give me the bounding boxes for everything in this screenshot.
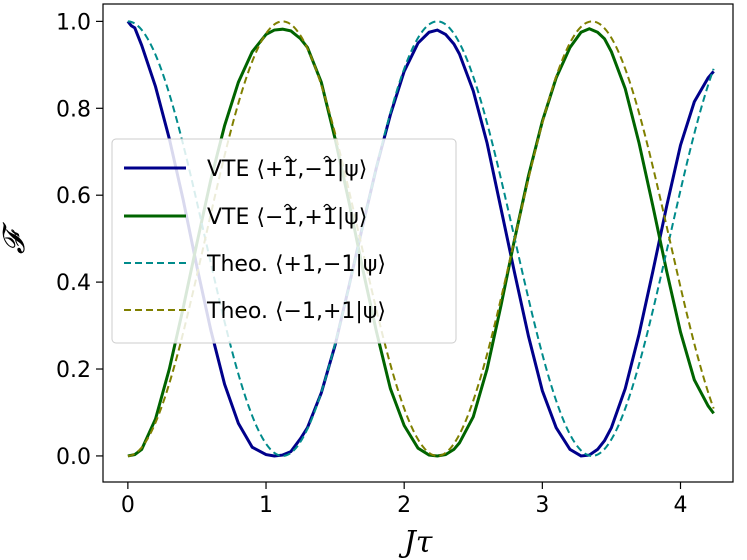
axes-frame (102, 3, 734, 483)
legend-label-part: 1 (323, 205, 337, 230)
legend: VTE ⟨+1,−1|ψ⟩VTE ⟨−1,+1|ψ⟩Theo. ⟨+1,−1|ψ… (111, 138, 457, 344)
legend-label-part: |ψ⟩ (337, 157, 368, 182)
x-tick-label: 2 (397, 493, 411, 518)
x-axis: 0 1 2 3 4 (121, 482, 688, 518)
y-tick-label: 0.8 (56, 97, 91, 122)
legend-label-3: Theo. ⟨+1,−1|ψ⟩ (206, 252, 386, 277)
legend-label-part: 1 (323, 157, 337, 182)
series-line-2 (127, 27, 715, 458)
legend-label-part: |ψ⟩ (337, 205, 368, 230)
legend-label-part: VTE ⟨+ (207, 157, 283, 182)
legend-box (111, 138, 457, 344)
y-axis: 0.0 0.2 0.4 0.6 0.8 1.0 (56, 10, 103, 470)
legend-label-part: 1 (283, 157, 297, 182)
legend-label-1: VTE ⟨+1,−1|ψ⟩ (207, 157, 367, 182)
x-tick-label: 1 (259, 493, 273, 518)
tilde-accent (283, 203, 297, 211)
legend-label-part: VTE ⟨− (207, 205, 283, 230)
tilde-accent (323, 155, 337, 163)
y-tick-label: 0.0 (56, 445, 91, 470)
legend-label-2: VTE ⟨−1,+1|ψ⟩ (207, 205, 367, 230)
x-tick-label: 4 (674, 493, 688, 518)
legend-label-part: ,− (297, 157, 322, 182)
legend-label-part: 1 (283, 205, 297, 230)
y-tick-label: 0.4 (56, 271, 91, 296)
tilde-accent (283, 155, 297, 163)
x-tick-label: 0 (121, 493, 135, 518)
tilde-accent (323, 203, 337, 211)
legend-label-4: Theo. ⟨−1,+1|ψ⟩ (206, 299, 386, 324)
y-tick-label: 0.6 (56, 184, 91, 209)
y-tick-label: 1.0 (56, 10, 91, 35)
x-tick-label: 3 (535, 493, 549, 518)
legend-label-part: ,+ (297, 205, 322, 230)
series-line-1 (126, 20, 715, 458)
x-axis-label: Jτ (398, 525, 433, 560)
y-tick-label: 0.2 (56, 358, 91, 383)
y-axis-label: 𝓕 (0, 221, 32, 254)
